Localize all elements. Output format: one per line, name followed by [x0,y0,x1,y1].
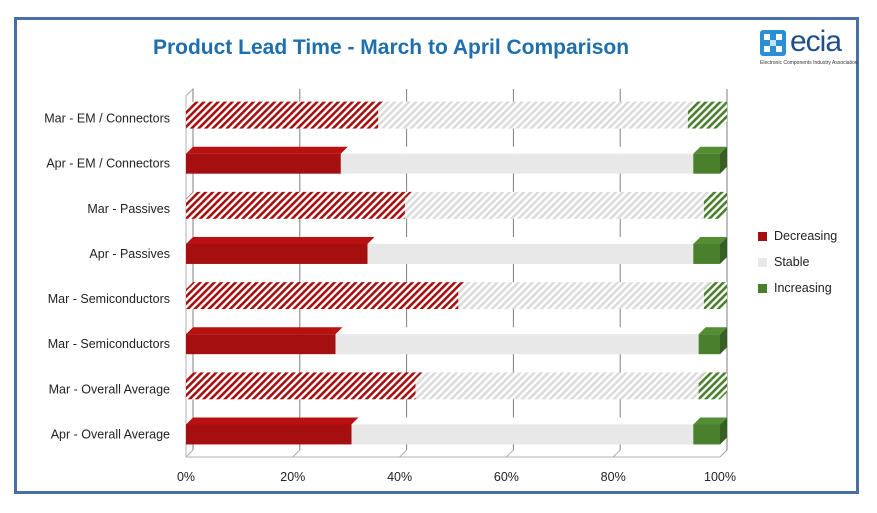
legend-label: Increasing [774,281,832,295]
x-tick-label: 20% [280,470,305,484]
bar-top-decreasing [186,417,359,425]
bar-top-decreasing [186,282,466,290]
chart-title: Product Lead Time - March to April Compa… [152,36,630,59]
bar-segment-decreasing [186,379,416,400]
bar-segment-decreasing [186,108,379,129]
bar-segment-stable [404,198,704,219]
bar-top-decreasing [186,327,343,335]
gridline-floor [612,449,621,458]
bar-top-stable [404,191,711,199]
bar-end-increasing [720,417,727,445]
bar-segment-decreasing [186,334,336,355]
bar-segment-stable [335,334,699,355]
bar-top-increasing [693,417,727,425]
x-tick-label: 0% [177,470,195,484]
bar-top-decreasing [186,146,348,154]
gridline-floor [506,449,514,458]
gridline-floor [719,449,728,458]
legend-swatch [758,257,767,267]
legend-label: Decreasing [774,229,838,243]
bar-end-increasing [720,236,727,264]
gridline-floor [399,449,407,458]
ecia-logo: ecia Electronic Components Industry Asso… [760,25,860,68]
bar-segment-decreasing [186,289,459,310]
legend-swatch [758,231,767,241]
bar-segment-increasing [693,243,720,264]
legend: Decreasing Stable Increasing [758,223,837,301]
category-label: Apr - EM / Connectors [46,157,170,171]
ecia-logo-tagline: Electronic Components Industry Associati… [760,60,858,66]
bar-top-stable [415,372,706,380]
gridline-floor [292,449,301,458]
category-label: Apr - Passives [89,247,170,261]
legend-item-increasing: Increasing [758,275,837,301]
bar-top-decreasing [186,191,412,199]
bar-end-increasing [720,146,727,174]
bar-top-increasing [693,236,727,244]
category-label: Mar - Overall Average [49,382,170,396]
x-tick-label: 80% [601,470,626,484]
bar-top-stable [351,417,701,425]
legend-label: Stable [774,255,810,269]
bar-end-increasing [720,191,727,219]
bar-top-stable [340,146,701,154]
bar-segment-stable [340,153,694,174]
legend-item-decreasing: Decreasing [758,223,837,249]
bar-end-increasing [720,327,727,355]
bar-segment-decreasing [186,243,368,264]
legend-item-stable: Stable [758,249,837,275]
bar-segment-increasing [698,334,720,355]
bar-segment-increasing [693,424,720,445]
x-tick-label: 60% [494,470,519,484]
bar-segment-stable [378,108,688,129]
bar-segment-increasing [693,153,720,174]
bar-top-increasing [703,282,727,290]
ecia-logo-icon [760,30,786,56]
bar-segment-increasing [703,198,720,219]
bar-top-increasing [698,372,727,380]
bar-top-increasing [703,191,727,199]
legend-swatch [758,283,767,293]
bar-top-decreasing [186,236,375,244]
bar-top-stable [335,327,706,335]
category-label: Mar - Semiconductors [48,337,170,351]
bar-segment-stable [458,289,704,310]
bar-top-increasing [687,101,727,109]
x-tick-label: 40% [387,470,412,484]
x-tick-label: 100% [704,470,736,484]
bar-segment-stable [367,243,694,264]
category-label: Apr - Overall Average [51,427,170,441]
bar-segment-decreasing [186,153,341,174]
bar-segment-stable [351,424,694,445]
category-label: Mar - EM / Connectors [44,112,170,126]
bar-end-increasing [720,282,727,310]
bar-top-stable [367,236,701,244]
bar-segment-increasing [687,108,720,129]
left-wall [185,87,194,457]
bar-segment-stable [415,379,699,400]
bar-top-increasing [698,327,727,335]
bar-end-increasing [720,372,727,400]
category-label: Mar - Passives [87,202,170,216]
bar-top-stable [378,101,695,109]
bar-top-stable [458,282,711,290]
ecia-logo-wordmark: ecia [790,25,842,58]
bar-top-increasing [693,146,727,154]
bar-top-decreasing [186,101,386,109]
bar-segment-increasing [703,289,720,310]
bar-end-increasing [720,101,727,129]
bar-top-decreasing [186,372,423,380]
bar-segment-decreasing [186,424,352,445]
bar-segment-decreasing [186,198,405,219]
category-label: Mar - Semiconductors [48,292,170,306]
gridline-floor [185,449,194,458]
bar-segment-increasing [698,379,720,400]
